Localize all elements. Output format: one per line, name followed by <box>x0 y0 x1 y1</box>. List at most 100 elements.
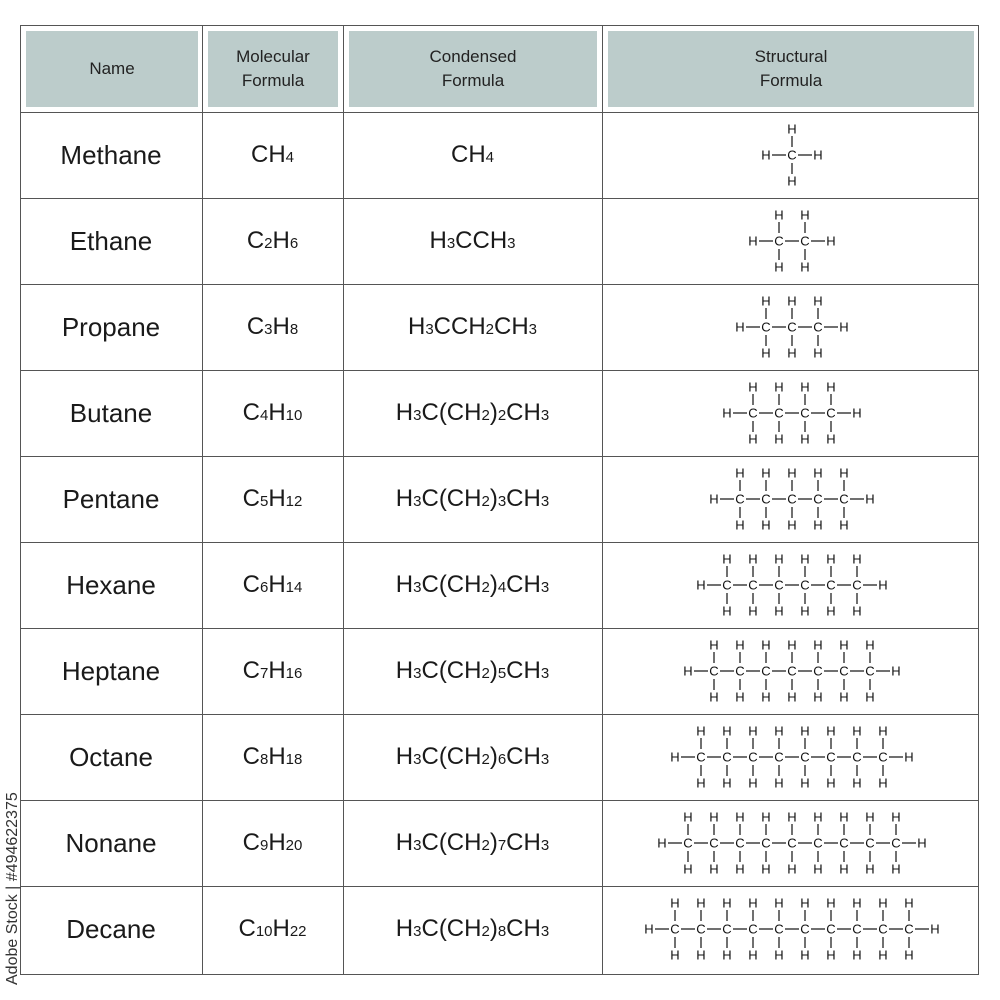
alkane-name: Decane <box>66 913 156 944</box>
hydrogen-atom: H <box>839 690 848 705</box>
hydrogen-atom: H <box>865 690 874 705</box>
carbon-atom: C <box>774 750 783 765</box>
molecular-formula-cell: C2H6 <box>203 198 342 284</box>
hydrogen-atom: H <box>800 380 809 395</box>
hydrogen-atom: H <box>852 948 861 963</box>
molecular-formula-cell: C4H10 <box>203 370 342 456</box>
hydrogen-atom: H <box>748 604 757 619</box>
carbon-atom: C <box>800 406 809 421</box>
hydrogen-atom: H <box>748 380 757 395</box>
condensed-formula-cell: H3C(CH2)4CH3 <box>344 542 601 628</box>
condensed-formula: H3C(CH2)4CH3 <box>395 571 550 598</box>
hydrogen-atom: H <box>683 664 692 679</box>
carbon-atom: C <box>735 492 744 507</box>
hydrogen-atom: H <box>852 406 861 421</box>
carbon-atom: C <box>709 836 718 851</box>
carbon-atom: C <box>826 922 835 937</box>
hydrogen-atom: H <box>800 552 809 567</box>
hydrogen-atom: H <box>865 492 874 507</box>
hydrogen-atom: H <box>670 750 679 765</box>
carbon-atom: C <box>800 578 809 593</box>
molecular-formula-cell: C6H14 <box>203 542 342 628</box>
condensed-formula-cell: H3C(CH2)2CH3 <box>344 370 601 456</box>
carbon-atom: C <box>735 664 744 679</box>
carbon-atom: C <box>852 750 861 765</box>
carbon-atom: C <box>800 234 809 249</box>
hydrogen-atom: H <box>865 638 874 653</box>
table-row: Octane C8H18 H3C(CH2)6CH3 H C H H C H H C H H C H H C H H C… <box>21 714 978 800</box>
hydrogen-atom: H <box>670 948 679 963</box>
hydrogen-atom: H <box>748 432 757 447</box>
hydrogen-atom: H <box>761 346 770 361</box>
carbon-atom: C <box>865 836 874 851</box>
hydrogen-atom: H <box>774 724 783 739</box>
header-name: Name <box>26 31 198 107</box>
hydrogen-atom: H <box>696 578 705 593</box>
hydrogen-atom: H <box>722 604 731 619</box>
hydrogen-atom: H <box>839 518 848 533</box>
hydrogen-atom: H <box>839 810 848 825</box>
carbon-atom: C <box>761 836 770 851</box>
carbon-atom: C <box>891 836 900 851</box>
carbon-atom: C <box>761 320 770 335</box>
watermark-id: Adobe Stock | #494622375 <box>4 792 21 985</box>
molecular-formula-cell: C9H20 <box>203 800 342 886</box>
hydrogen-atom: H <box>813 518 822 533</box>
hydrogen-atom: H <box>813 638 822 653</box>
condensed-formula-cell: CH4 <box>344 112 601 198</box>
column-divider <box>343 26 344 974</box>
hydrogen-atom: H <box>735 862 744 877</box>
table-row: Heptane C7H16 H3C(CH2)5CH3 H C H H C H H C H H C H H C H H… <box>21 628 978 714</box>
hydrogen-atom: H <box>787 638 796 653</box>
hydrogen-atom: H <box>787 810 796 825</box>
hydrogen-atom: H <box>878 776 887 791</box>
hydrogen-atom: H <box>826 432 835 447</box>
carbon-atom: C <box>787 148 796 163</box>
condensed-formula: H3CCH2CH3 <box>407 313 538 340</box>
hydrogen-atom: H <box>709 810 718 825</box>
hydrogen-atom: H <box>826 948 835 963</box>
hydrogen-atom: H <box>904 896 913 911</box>
carbon-atom: C <box>826 406 835 421</box>
hydrogen-atom: H <box>852 896 861 911</box>
carbon-atom: C <box>865 664 874 679</box>
molecular-formula: C9H20 <box>242 829 303 856</box>
carbon-atom: C <box>813 664 822 679</box>
header-condensed-formula: Condensed Formula <box>349 31 597 107</box>
carbon-atom: C <box>826 578 835 593</box>
hydrogen-atom: H <box>800 948 809 963</box>
condensed-formula-cell: H3C(CH2)3CH3 <box>344 456 601 542</box>
row-divider <box>21 370 978 371</box>
hydrogen-atom: H <box>787 174 796 189</box>
hydrogen-atom: H <box>683 810 692 825</box>
condensed-formula-cell: H3CCH3 <box>344 198 601 284</box>
carbon-atom: C <box>696 750 705 765</box>
hydrogen-atom: H <box>826 776 835 791</box>
condensed-formula-cell: H3C(CH2)5CH3 <box>344 628 601 714</box>
hydrogen-atom: H <box>761 690 770 705</box>
molecular-formula-cell: C8H18 <box>203 714 342 800</box>
hydrogen-atom: H <box>774 776 783 791</box>
hydrogen-atom: H <box>696 896 705 911</box>
carbon-atom: C <box>839 492 848 507</box>
carbon-atom: C <box>787 320 796 335</box>
row-divider <box>21 198 978 199</box>
carbon-atom: C <box>748 922 757 937</box>
carbon-atom: C <box>761 492 770 507</box>
molecular-formula: C10H22 <box>238 915 307 942</box>
carbon-atom: C <box>722 750 731 765</box>
hydrogen-atom: H <box>774 380 783 395</box>
carbon-atom: C <box>722 922 731 937</box>
row-divider <box>21 284 978 285</box>
hydrogen-atom: H <box>761 466 770 481</box>
hydrogen-atom: H <box>722 896 731 911</box>
condensed-formula: H3C(CH2)8CH3 <box>395 915 550 942</box>
hydrogen-atom: H <box>852 724 861 739</box>
alkane-name: Heptane <box>61 655 161 686</box>
